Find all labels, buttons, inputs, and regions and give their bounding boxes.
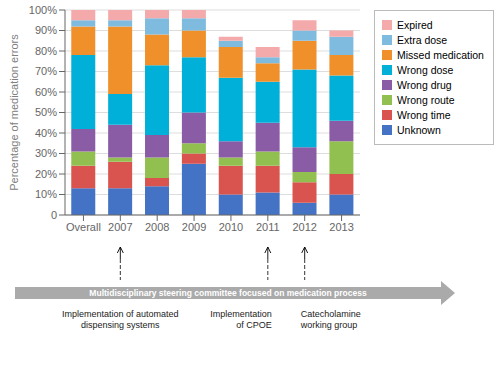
- html-text:Extra dose: Extra dose: [397, 34, 448, 46]
- svg-text:0: 0: [51, 209, 57, 221]
- html-text:Expired: Expired: [397, 19, 433, 31]
- svg-text:2013: 2013: [329, 221, 353, 233]
- svg-text:Overall: Overall: [66, 221, 101, 233]
- svg-text:100%: 100%: [29, 4, 57, 16]
- svg-text:Implementation of automateddis: Implementation of automateddispensing sy…: [62, 309, 179, 330]
- svg-text:40%: 40%: [35, 127, 57, 139]
- svg-text:Catecholamineworking group: Catecholamineworking group: [300, 309, 361, 330]
- svg-text:2008: 2008: [145, 221, 169, 233]
- html-text:Wrong time: Wrong time: [397, 109, 451, 121]
- svg-text:2010: 2010: [219, 221, 243, 233]
- svg-text:Multidisciplinary steering com: Multidisciplinary steering committee foc…: [89, 288, 367, 298]
- svg-text:Percentage of medication error: Percentage of medication errors: [8, 34, 20, 191]
- svg-text:30%: 30%: [35, 147, 57, 159]
- html-text:Wrong drug: Wrong drug: [397, 79, 452, 91]
- svg-text:2007: 2007: [108, 221, 132, 233]
- svg-text:Implementationof CPOE: Implementationof CPOE: [210, 309, 272, 330]
- html-text:Missed medication: Missed medication: [397, 49, 484, 61]
- svg-text:2011: 2011: [256, 221, 280, 233]
- html-text:Wrong route: Wrong route: [397, 94, 455, 106]
- svg-text:70%: 70%: [35, 65, 57, 77]
- svg-text:80%: 80%: [35, 45, 57, 57]
- svg-text:2009: 2009: [182, 221, 206, 233]
- html-text:Wrong dose: Wrong dose: [397, 64, 454, 76]
- html-text:Unknown: Unknown: [397, 124, 441, 136]
- svg-text:10%: 10%: [35, 188, 57, 200]
- svg-text:90%: 90%: [35, 24, 57, 36]
- svg-text:50%: 50%: [35, 106, 57, 118]
- svg-text:60%: 60%: [35, 86, 57, 98]
- svg-text:2012: 2012: [292, 221, 316, 233]
- svg-text:20%: 20%: [35, 168, 57, 180]
